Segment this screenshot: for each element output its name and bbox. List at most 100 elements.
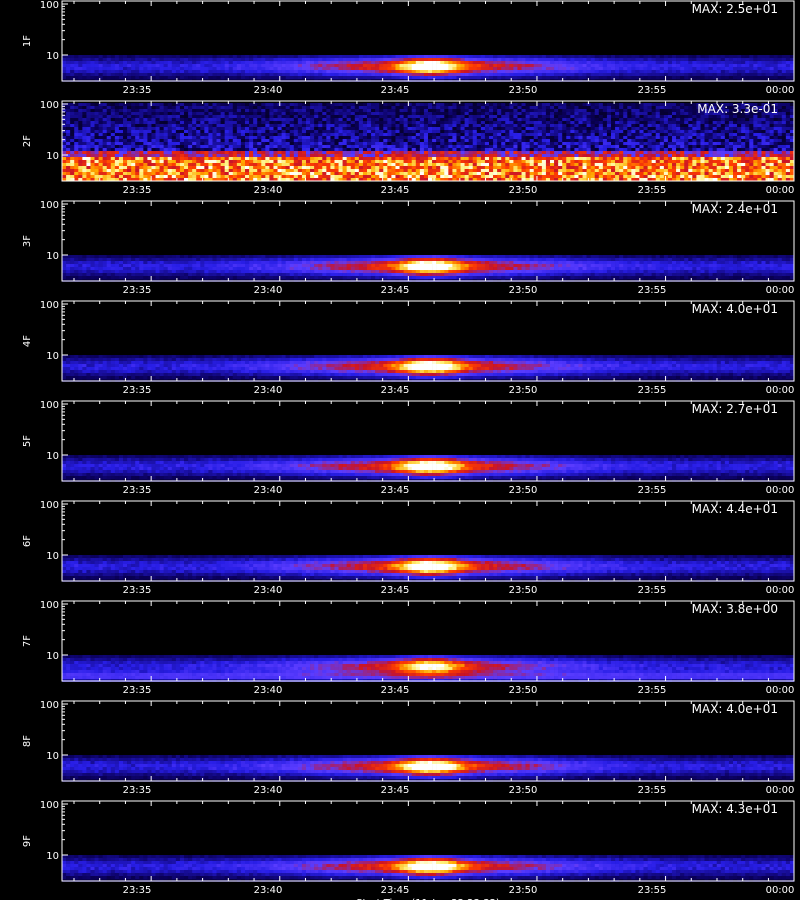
heatmap-cell [387,124,392,127]
heatmap-cell [204,103,209,106]
heatmap-cell [631,133,636,136]
heatmap-cell [147,67,152,70]
heatmap-cell [684,148,689,151]
heatmap-cell [712,148,718,151]
heatmap-cell [411,139,417,142]
heatmap-cell [537,67,543,70]
heatmap-cell [789,130,795,133]
heatmap-cell [135,157,140,160]
heatmap-cell [403,133,408,136]
heatmap-cell [236,73,242,76]
heatmap-cell [672,130,677,133]
heatmap-cell [383,142,388,145]
heatmap-cell [322,109,327,112]
heatmap-cell [289,106,295,109]
heatmap-cell [212,112,217,115]
heatmap-cell [175,103,181,106]
heatmap-cell [415,109,421,112]
heatmap-cell [745,112,750,115]
heatmap-cell [228,139,234,142]
heatmap-cell [623,61,628,64]
heatmap-cell [781,154,787,157]
heatmap-cell [249,118,254,121]
heatmap-cell [550,118,555,121]
heatmap-cell [387,115,392,118]
heatmap-cell [403,58,408,61]
heatmap-cell [383,154,388,157]
heatmap-cell [696,151,701,154]
heatmap-cell [452,124,457,127]
heatmap-cell [281,127,286,130]
heatmap-cell [651,64,657,67]
heatmap-cell [310,145,315,148]
heatmap-cell [611,70,616,73]
heatmap-cell [297,106,303,109]
heatmap-cell [582,139,587,142]
heatmap-cell [676,121,681,124]
heatmap-cell [188,142,193,145]
heatmap-cell [277,139,282,142]
heatmap-cell [257,58,262,61]
heatmap-cell [558,136,563,139]
heatmap-cell [436,64,441,67]
heatmap-cell [167,112,173,115]
heatmap-cell [358,148,364,151]
heatmap-cell [399,58,404,61]
heatmap-cell [578,154,583,157]
heatmap-cell [432,118,437,121]
heatmap-cell [663,64,669,67]
heatmap-cell [375,130,380,133]
heatmap-cell [310,127,315,130]
heatmap-cell [322,70,327,73]
heatmap-cell [753,133,758,136]
heatmap-cell [456,154,461,157]
heatmap-cell [216,64,221,67]
heatmap-cell [200,103,205,106]
heatmap-cell [501,118,506,121]
heatmap-cell [350,67,356,70]
heatmap-cell [590,136,596,139]
heatmap-cell [269,64,274,67]
heatmap-cell [277,118,282,121]
heatmap-cell [428,55,433,58]
heatmap-cell [135,103,140,106]
heatmap-cell [432,61,437,64]
heatmap-cell [749,148,754,151]
heatmap-cell [602,130,608,133]
heatmap-cell [379,106,384,109]
heatmap-cell [440,115,445,118]
heatmap-cell [489,151,494,154]
heatmap-cell [578,136,583,139]
heatmap-cell [733,121,738,124]
heatmap-cell [733,151,738,154]
heatmap-cell [184,130,189,133]
heatmap-cell [167,145,173,148]
heatmap-cell [293,67,299,70]
heatmap-cell [155,142,160,145]
heatmap-cell [151,133,156,136]
heatmap-cell [228,106,234,109]
heatmap-cell [131,121,136,124]
heatmap-cell [318,58,323,61]
heatmap-cell [90,154,95,157]
heatmap-cell [411,106,417,109]
heatmap-cell [505,112,510,115]
heatmap-cell [228,103,234,106]
heatmap-cell [285,130,291,133]
heatmap-cell [785,124,791,127]
heatmap-cell [188,106,193,109]
heatmap-cell [733,67,738,70]
heatmap-cell [529,151,535,154]
heatmap-cell [428,142,433,145]
heatmap-cell [175,133,181,136]
heatmap-cell [541,61,547,64]
heatmap-cell [521,61,526,64]
heatmap-cell [281,124,286,127]
heatmap-cell [545,61,551,64]
heatmap-cell [70,148,75,151]
heatmap-cell [777,124,783,127]
heatmap-cell [147,130,152,133]
heatmap-cell [720,145,726,148]
heatmap-cell [525,139,530,142]
heatmap-cell [403,124,408,127]
